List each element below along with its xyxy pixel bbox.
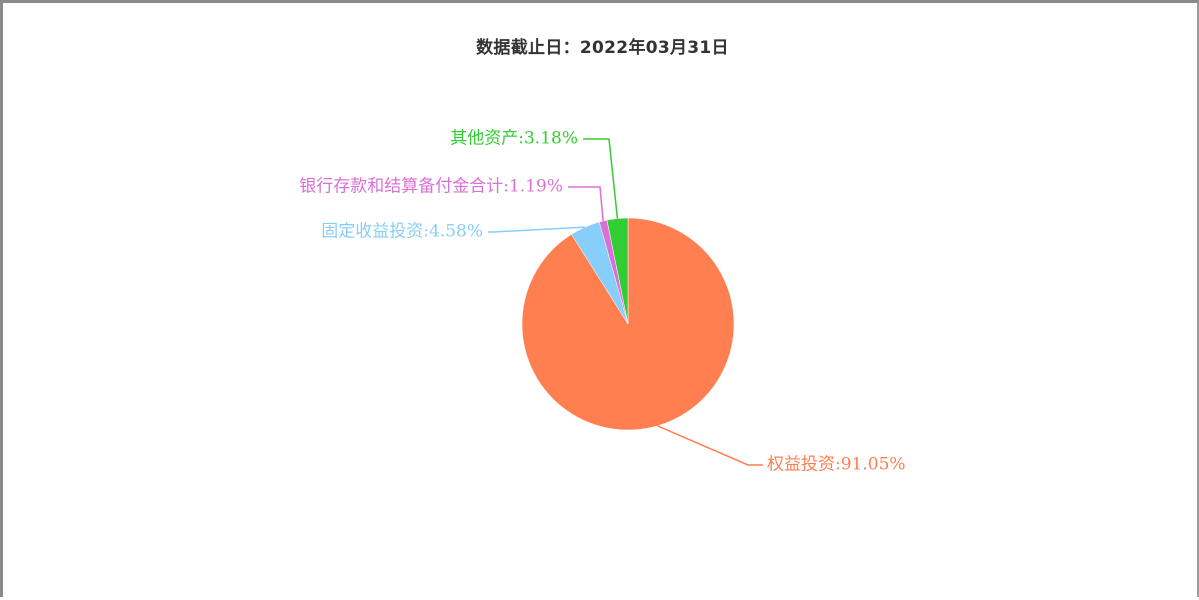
slice-label: 权益投资:91.05% (767, 455, 906, 475)
leader-line (583, 138, 619, 219)
leader-line (657, 425, 763, 466)
slice-label: 固定收益投资:4.58% (321, 222, 483, 242)
slice-label: 其他资产:3.18% (450, 129, 578, 149)
pie-slice[interactable] (606, 217, 629, 325)
leader-line (488, 226, 585, 233)
chart-title: 数据截止日：2022年03月31日 (476, 38, 729, 58)
leader-line (568, 186, 604, 222)
pie-chart: 权益投资:91.05% 固定收益投资:4.58% 银行存款和结算备付金合计:1.19… (299, 129, 906, 475)
slice-label: 银行存款和结算备付金合计:1.19% (299, 177, 563, 197)
